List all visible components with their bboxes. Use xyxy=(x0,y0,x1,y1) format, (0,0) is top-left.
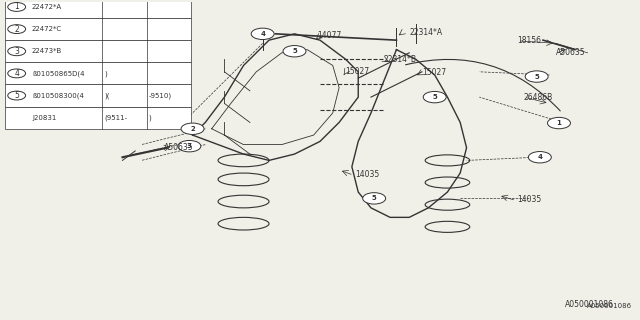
Circle shape xyxy=(363,193,386,204)
Circle shape xyxy=(283,45,306,57)
Text: 4: 4 xyxy=(260,31,265,37)
Circle shape xyxy=(251,28,274,40)
Text: ß010508300(4: ß010508300(4 xyxy=(32,92,84,99)
Text: 14035: 14035 xyxy=(355,170,380,179)
Text: ß01050865D(4: ß01050865D(4 xyxy=(32,70,84,76)
Text: 22472*A: 22472*A xyxy=(32,4,62,10)
Circle shape xyxy=(423,92,446,103)
FancyBboxPatch shape xyxy=(4,62,191,84)
Text: ): ) xyxy=(148,115,151,121)
Text: 5: 5 xyxy=(534,74,539,80)
Text: 3: 3 xyxy=(187,143,192,149)
Text: 1: 1 xyxy=(557,120,561,126)
FancyBboxPatch shape xyxy=(4,84,191,107)
Text: 4: 4 xyxy=(14,69,19,78)
Text: 18156: 18156 xyxy=(518,36,541,45)
Circle shape xyxy=(525,71,548,82)
Text: 4: 4 xyxy=(538,154,542,160)
FancyBboxPatch shape xyxy=(4,18,191,40)
Text: 5: 5 xyxy=(292,48,297,54)
Text: 2: 2 xyxy=(14,25,19,34)
Text: 2: 2 xyxy=(190,126,195,132)
Text: J20831: J20831 xyxy=(32,115,56,121)
Text: 3: 3 xyxy=(14,47,19,56)
Text: ): ) xyxy=(104,70,107,76)
Text: 22472*C: 22472*C xyxy=(32,26,62,32)
Text: A050001086: A050001086 xyxy=(587,303,632,309)
Text: 5: 5 xyxy=(433,94,437,100)
Text: 15027: 15027 xyxy=(422,68,446,77)
Text: A50635: A50635 xyxy=(556,48,586,57)
FancyBboxPatch shape xyxy=(4,40,191,62)
Circle shape xyxy=(529,152,551,163)
Text: )(: )( xyxy=(104,92,109,99)
Text: 5: 5 xyxy=(372,196,376,201)
Circle shape xyxy=(547,117,570,129)
Circle shape xyxy=(181,123,204,134)
Text: 14077: 14077 xyxy=(317,31,341,40)
Text: 22314*B: 22314*B xyxy=(384,55,417,64)
Text: 14035: 14035 xyxy=(518,196,542,204)
Text: 22314*A: 22314*A xyxy=(409,28,442,37)
Text: 22473*B: 22473*B xyxy=(32,48,62,54)
Text: A050001086: A050001086 xyxy=(565,300,614,309)
FancyBboxPatch shape xyxy=(4,0,191,18)
Text: 1: 1 xyxy=(14,3,19,12)
Text: -9510): -9510) xyxy=(148,92,172,99)
FancyBboxPatch shape xyxy=(4,107,191,129)
Text: 26486B: 26486B xyxy=(524,92,553,102)
Circle shape xyxy=(178,140,201,152)
Text: A50635: A50635 xyxy=(164,143,193,152)
Text: 5: 5 xyxy=(14,91,19,100)
Text: 15027: 15027 xyxy=(346,67,370,76)
Text: (9511-: (9511- xyxy=(104,115,127,121)
